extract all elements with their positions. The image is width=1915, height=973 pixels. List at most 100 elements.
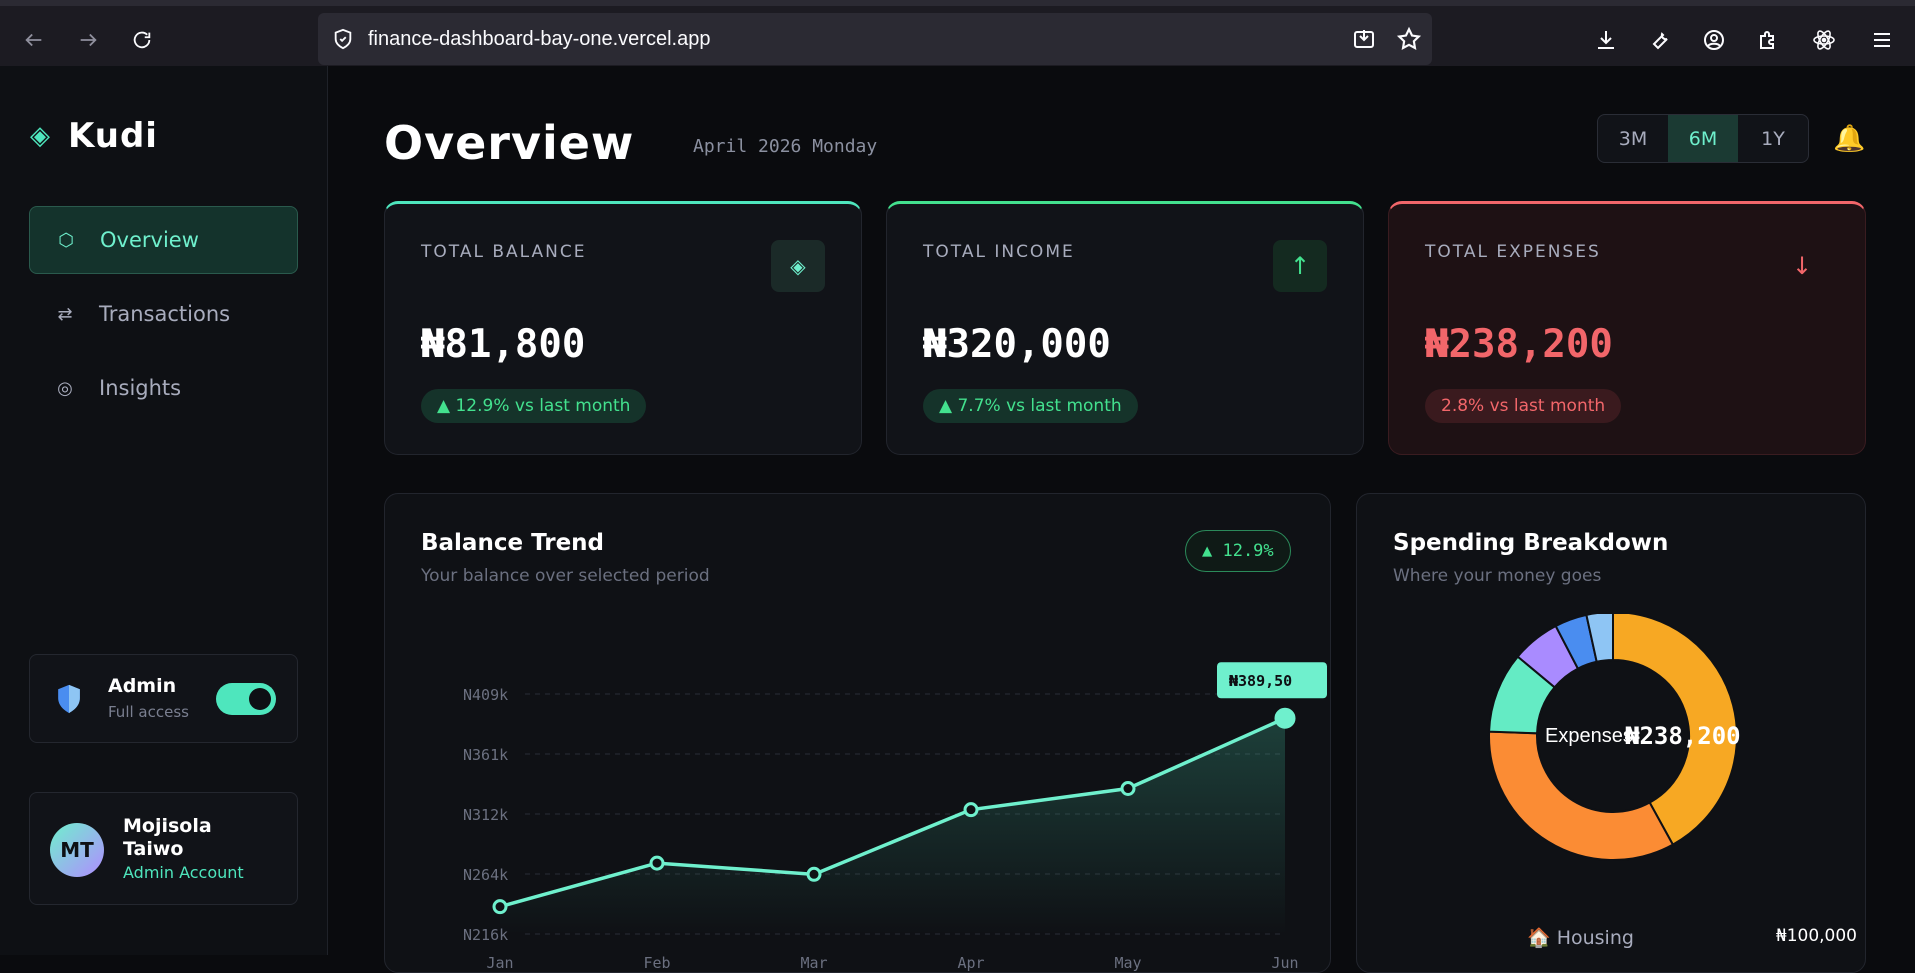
sidebar-item-overview[interactable]: ⬡ Overview [29, 206, 298, 274]
stat-value: ₦320,000 [923, 322, 1111, 367]
spending-breakdown-panel: Spending Breakdown Where your money goes… [1356, 493, 1866, 973]
star-icon [1396, 26, 1422, 50]
account-button[interactable] [1698, 24, 1730, 56]
page-title: Overview [384, 116, 635, 170]
stat-card-income: TOTAL INCOME ↑ ₦320,000 ▲ 7.7% vs last m… [886, 201, 1364, 455]
period-6m-button[interactable]: 6M [1668, 115, 1738, 162]
target-icon: ◎ [57, 377, 73, 399]
diamond-icon: ◈ [771, 240, 825, 292]
spending-donut-chart[interactable]: Expenses₦238,200 [1357, 614, 1866, 914]
arrow-down-icon: ↓ [1791, 252, 1813, 280]
arrow-up-icon: ↑ [1273, 240, 1327, 292]
atom-icon [1813, 30, 1835, 50]
y-tick-label: N264k [463, 866, 508, 884]
avatar: MT [50, 823, 104, 877]
toggle-knob [249, 688, 271, 710]
back-button[interactable] [18, 24, 50, 56]
menu-button[interactable] [1866, 24, 1898, 56]
x-tick-label: Feb [643, 954, 670, 972]
react-devtools-button[interactable] [1808, 24, 1840, 56]
stat-label: TOTAL EXPENSES [1425, 242, 1601, 262]
puzzle-icon [1760, 31, 1774, 49]
data-point [1274, 707, 1296, 729]
period-3m-button[interactable]: 3M [1618, 127, 1648, 150]
arrow-left-icon [25, 33, 42, 47]
legend-label: 🏠 Housing [1527, 927, 1634, 949]
shield-icon [334, 28, 352, 50]
brand[interactable]: ◈ Kudi [30, 116, 158, 156]
stat-card-expenses: TOTAL EXPENSES ↓ ₦238,200 2.8% vs last m… [1388, 201, 1866, 455]
browser-toolbar: finance-dashboard-bay-one.vercel.app [0, 0, 1915, 66]
bell-icon[interactable]: 🔔 [1833, 124, 1866, 154]
data-point [806, 866, 822, 882]
data-point [649, 855, 665, 871]
data-point [1120, 781, 1136, 797]
sidebar-item-insights[interactable]: ◎ Insights [29, 354, 298, 422]
donut-slice [1585, 614, 1614, 663]
panel-title: Spending Breakdown [1393, 530, 1669, 556]
extensions-button[interactable] [1752, 24, 1784, 56]
sidebar-item-label: Insights [99, 376, 182, 400]
main-content: Overview April 2026 Monday 3M 6M 1Y 🔔 TO… [329, 66, 1915, 973]
donut-center-label: Expenses [1545, 725, 1633, 747]
stat-delta: ▲ 7.7% vs last month [923, 389, 1138, 423]
x-tick-label: May [1114, 954, 1141, 972]
devtools-button[interactable] [1644, 24, 1676, 56]
shield-icon [58, 684, 80, 714]
x-tick-label: Jun [1271, 954, 1298, 972]
reload-button[interactable] [126, 24, 158, 56]
reload-icon [133, 31, 151, 49]
balance-trend-chart[interactable]: N216k N264k N312k N361k N409k Jan Feb Mar Apr May… [385, 614, 1331, 973]
balance-trend-panel: Balance Trend Your balance over selected… [384, 493, 1331, 973]
sidebar-item-label: Overview [100, 228, 199, 252]
role-title: Admin [108, 675, 177, 697]
url-text[interactable]: finance-dashboard-bay-one.vercel.app [368, 28, 711, 50]
user-name: Mojisola Taiwo [123, 815, 212, 860]
page-date: April 2026 Monday [693, 136, 878, 157]
donut-slice [1612, 614, 1738, 846]
legend-item: 🏠 Housing ₦100,000 [1527, 926, 1857, 949]
wrench-icon [1652, 32, 1668, 50]
hamburger-icon [1874, 33, 1890, 47]
stat-delta: ▲ 12.9% vs last month [421, 389, 647, 423]
sidebar-item-transactions[interactable]: ⇄ Transactions [29, 280, 298, 348]
x-tick-label: Mar [800, 954, 827, 972]
forward-button[interactable] [72, 24, 104, 56]
sidebar: ◈ Kudi ⬡ Overview ⇄ Transactions ◎ Insig… [0, 66, 328, 955]
admin-toggle[interactable] [216, 683, 276, 715]
stat-card-balance: TOTAL BALANCE ◈ ₦81,800 ▲ 12.9% vs last … [384, 201, 862, 455]
role-card: Admin Full access [29, 654, 298, 743]
x-tick-label: Apr [957, 954, 984, 972]
data-point [963, 802, 979, 818]
stat-delta: 2.8% vs last month [1425, 389, 1622, 423]
diamond-logo-icon: ◈ [30, 121, 50, 151]
panel-subtitle: Where your money goes [1393, 566, 1602, 586]
x-tick-label: Jan [486, 954, 513, 972]
period-1y-button[interactable]: 1Y [1761, 127, 1785, 150]
y-tick-label: N216k [463, 926, 508, 944]
donut-center-value: ₦238,200 [1625, 722, 1741, 750]
period-selector: 3M 6M 1Y [1597, 114, 1809, 163]
user-card[interactable]: MT Mojisola Taiwo Admin Account [29, 792, 298, 905]
panel-subtitle: Your balance over selected period [421, 566, 710, 586]
y-tick-label: N312k [463, 806, 508, 824]
sidebar-item-label: Transactions [99, 302, 231, 326]
hexagon-icon: ⬡ [58, 229, 74, 251]
save-to-device-icon [1354, 30, 1374, 48]
role-subtitle: Full access [108, 703, 189, 721]
swap-icon: ⇄ [57, 303, 73, 325]
panel-title: Balance Trend [421, 530, 605, 556]
y-tick-label: N361k [463, 746, 508, 764]
legend-amount: ₦100,000 [1775, 926, 1857, 946]
arrow-right-icon [80, 33, 97, 47]
stat-value: ₦81,800 [421, 322, 586, 367]
y-tick-label: N409k [463, 686, 508, 704]
tooltip-value: ₦389,50 [1229, 672, 1292, 690]
stat-label: TOTAL BALANCE [421, 242, 587, 262]
user-role: Admin Account [123, 863, 244, 882]
area-fill [500, 718, 1285, 934]
series-line [499, 716, 1286, 909]
tooltip-box [1217, 662, 1327, 699]
url-bar[interactable]: finance-dashboard-bay-one.vercel.app [318, 13, 1432, 65]
downloads-button[interactable] [1590, 24, 1622, 56]
